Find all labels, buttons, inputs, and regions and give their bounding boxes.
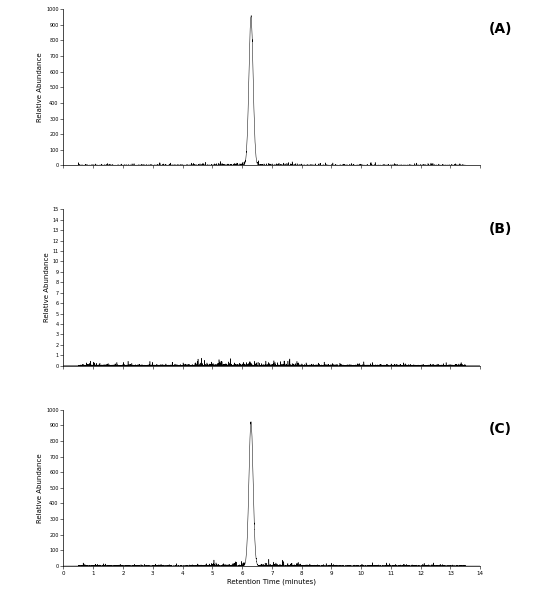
X-axis label: Retention Time (minutes): Retention Time (minutes) — [227, 579, 316, 585]
Text: (C): (C) — [489, 422, 512, 436]
Text: (B): (B) — [489, 222, 512, 236]
Y-axis label: Relative Abundance: Relative Abundance — [38, 453, 44, 522]
Text: (A): (A) — [489, 22, 512, 35]
Y-axis label: Relative Abundance: Relative Abundance — [44, 253, 50, 322]
Y-axis label: Relative Abundance: Relative Abundance — [38, 53, 44, 122]
